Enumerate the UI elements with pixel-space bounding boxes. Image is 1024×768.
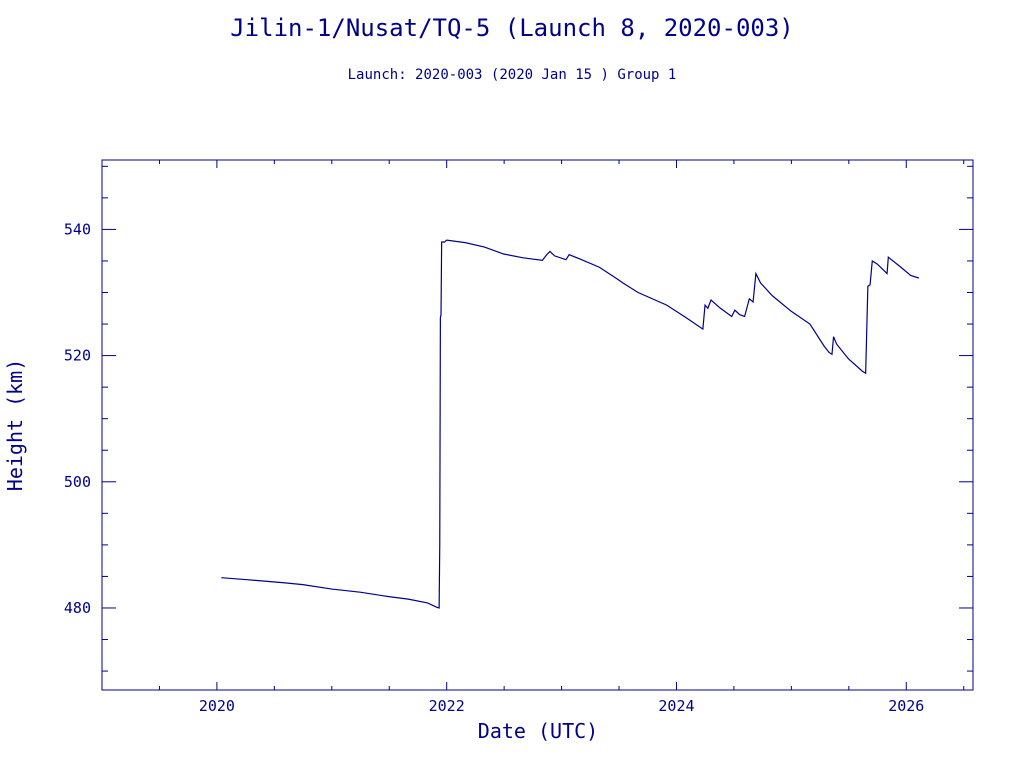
chart-title: Jilin-1/Nusat/TQ-5 (Launch 8, 2020-003) [230, 14, 794, 42]
axis-ticks [101, 160, 973, 690]
y-tick-label: 540 [64, 220, 91, 238]
x-tick-label: 2026 [888, 697, 924, 715]
y-tick-label: 520 [64, 347, 91, 365]
x-tick-label: 2024 [658, 697, 694, 715]
y-tick-label: 500 [64, 473, 91, 491]
series-line [221, 239, 920, 609]
x-axis-label: Date (UTC) [478, 719, 598, 743]
chart-subtitle: Launch: 2020-003 (2020 Jan 15 ) Group 1 [347, 67, 677, 83]
x-tick-label: 2020 [199, 697, 235, 715]
y-axis-label: Height (km) [3, 359, 27, 491]
y-tick-label: 480 [64, 599, 91, 617]
x-tick-label: 2022 [429, 697, 465, 715]
tick-labels: 2020 2022 2024 2026 480 500 520 540 [64, 220, 924, 715]
plot-frame [101, 159, 974, 691]
